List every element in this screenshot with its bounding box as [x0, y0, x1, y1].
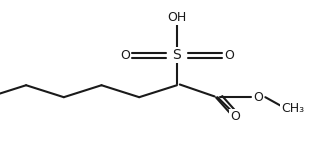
Text: O: O — [120, 49, 130, 62]
Text: O: O — [253, 91, 263, 104]
Text: CH₃: CH₃ — [281, 102, 304, 115]
Text: OH: OH — [167, 11, 187, 24]
Text: O: O — [224, 49, 234, 62]
Text: O: O — [230, 110, 240, 123]
Text: S: S — [173, 48, 181, 62]
